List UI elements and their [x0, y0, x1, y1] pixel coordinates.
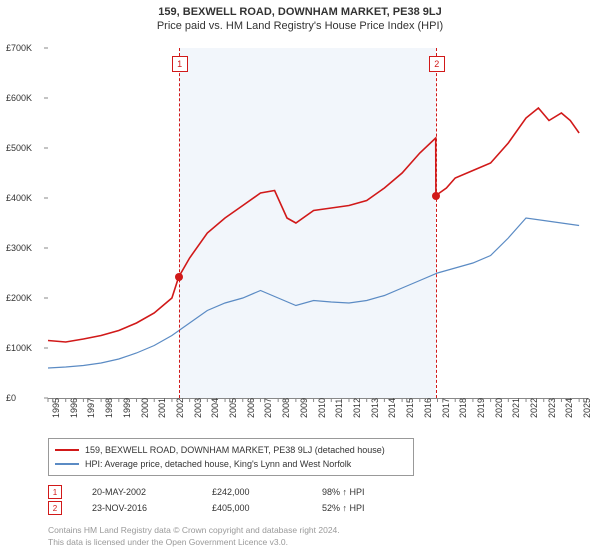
chart-subtitle: Price paid vs. HM Land Registry's House …: [0, 18, 600, 32]
y-tick-label: £200K: [6, 293, 32, 303]
x-tick-label: 1995: [51, 398, 61, 418]
chart-title: 159, BEXWELL ROAD, DOWNHAM MARKET, PE38 …: [0, 0, 600, 18]
sale-marker-row: 2 23-NOV-2016 £405,000 52% ↑ HPI: [48, 500, 365, 516]
x-tick-label: 2003: [193, 398, 203, 418]
sale-marker-vline: [179, 48, 180, 398]
sale-marker-dot: [175, 273, 183, 281]
legend-row-property: 159, BEXWELL ROAD, DOWNHAM MARKET, PE38 …: [55, 443, 407, 457]
sale-marker-price: £405,000: [212, 503, 292, 513]
x-tick-label: 1996: [69, 398, 79, 418]
sale-marker-price: £242,000: [212, 487, 292, 497]
y-tick-label: £700K: [6, 43, 32, 53]
sale-marker-number: 1: [48, 485, 62, 499]
x-tick-label: 2004: [210, 398, 220, 418]
x-tick-label: 2016: [423, 398, 433, 418]
credits-line1: Contains HM Land Registry data © Crown c…: [48, 524, 340, 536]
x-tick-label: 2005: [228, 398, 238, 418]
x-tick-label: 2019: [476, 398, 486, 418]
x-tick-label: 2015: [405, 398, 415, 418]
x-tick-label: 2017: [441, 398, 451, 418]
sale-marker-date: 20-MAY-2002: [92, 487, 182, 497]
chart-plot-area: £0£100K£200K£300K£400K£500K£600K£700K199…: [48, 48, 588, 399]
x-tick-label: 2000: [140, 398, 150, 418]
x-tick-label: 2012: [352, 398, 362, 418]
x-tick-label: 2020: [494, 398, 504, 418]
legend-row-hpi: HPI: Average price, detached house, King…: [55, 457, 407, 471]
credits: Contains HM Land Registry data © Crown c…: [48, 524, 340, 548]
sale-marker-box: 2: [429, 56, 445, 72]
series-hpi: [48, 218, 579, 368]
x-tick-label: 2021: [511, 398, 521, 418]
sale-marker-row: 1 20-MAY-2002 £242,000 98% ↑ HPI: [48, 484, 365, 500]
x-tick-label: 2006: [246, 398, 256, 418]
sale-marker-hpi: 98% ↑ HPI: [322, 487, 365, 497]
x-tick-label: 2010: [317, 398, 327, 418]
x-tick-label: 1999: [122, 398, 132, 418]
x-tick-label: 2024: [564, 398, 574, 418]
sale-marker-date: 23-NOV-2016: [92, 503, 182, 513]
series-property: [48, 108, 579, 342]
legend-swatch-property: [55, 449, 79, 451]
y-tick-label: £400K: [6, 193, 32, 203]
sale-marker-number: 2: [48, 501, 62, 515]
legend-label-hpi: HPI: Average price, detached house, King…: [85, 457, 351, 471]
x-tick-label: 2023: [547, 398, 557, 418]
x-tick-label: 2018: [458, 398, 468, 418]
sale-markers-table: 1 20-MAY-2002 £242,000 98% ↑ HPI 2 23-NOV-201…: [48, 484, 365, 516]
x-tick-label: 1997: [86, 398, 96, 418]
x-tick-label: 1998: [104, 398, 114, 418]
x-tick-label: 2002: [175, 398, 185, 418]
x-tick-label: 2011: [334, 399, 344, 418]
chart-legend: 159, BEXWELL ROAD, DOWNHAM MARKET, PE38 …: [48, 438, 414, 476]
x-tick-label: 2025: [582, 398, 592, 418]
y-tick-label: £600K: [6, 93, 32, 103]
x-tick-label: 2014: [387, 398, 397, 418]
sale-marker-dot: [432, 192, 440, 200]
x-tick-label: 2022: [529, 398, 539, 418]
x-tick-label: 2008: [281, 398, 291, 418]
y-tick-label: £0: [6, 393, 16, 403]
x-tick-label: 2001: [157, 398, 167, 418]
legend-label-property: 159, BEXWELL ROAD, DOWNHAM MARKET, PE38 …: [85, 443, 385, 457]
y-tick-label: £500K: [6, 143, 32, 153]
sale-marker-vline: [436, 48, 437, 398]
credits-line2: This data is licensed under the Open Gov…: [48, 536, 340, 548]
y-tick-label: £100K: [6, 343, 32, 353]
x-tick-label: 2007: [263, 398, 273, 418]
sale-marker-box: 1: [172, 56, 188, 72]
x-tick-label: 2013: [370, 398, 380, 418]
sale-marker-hpi: 52% ↑ HPI: [322, 503, 365, 513]
y-tick-label: £300K: [6, 243, 32, 253]
x-tick-label: 2009: [299, 398, 309, 418]
legend-swatch-hpi: [55, 463, 79, 465]
